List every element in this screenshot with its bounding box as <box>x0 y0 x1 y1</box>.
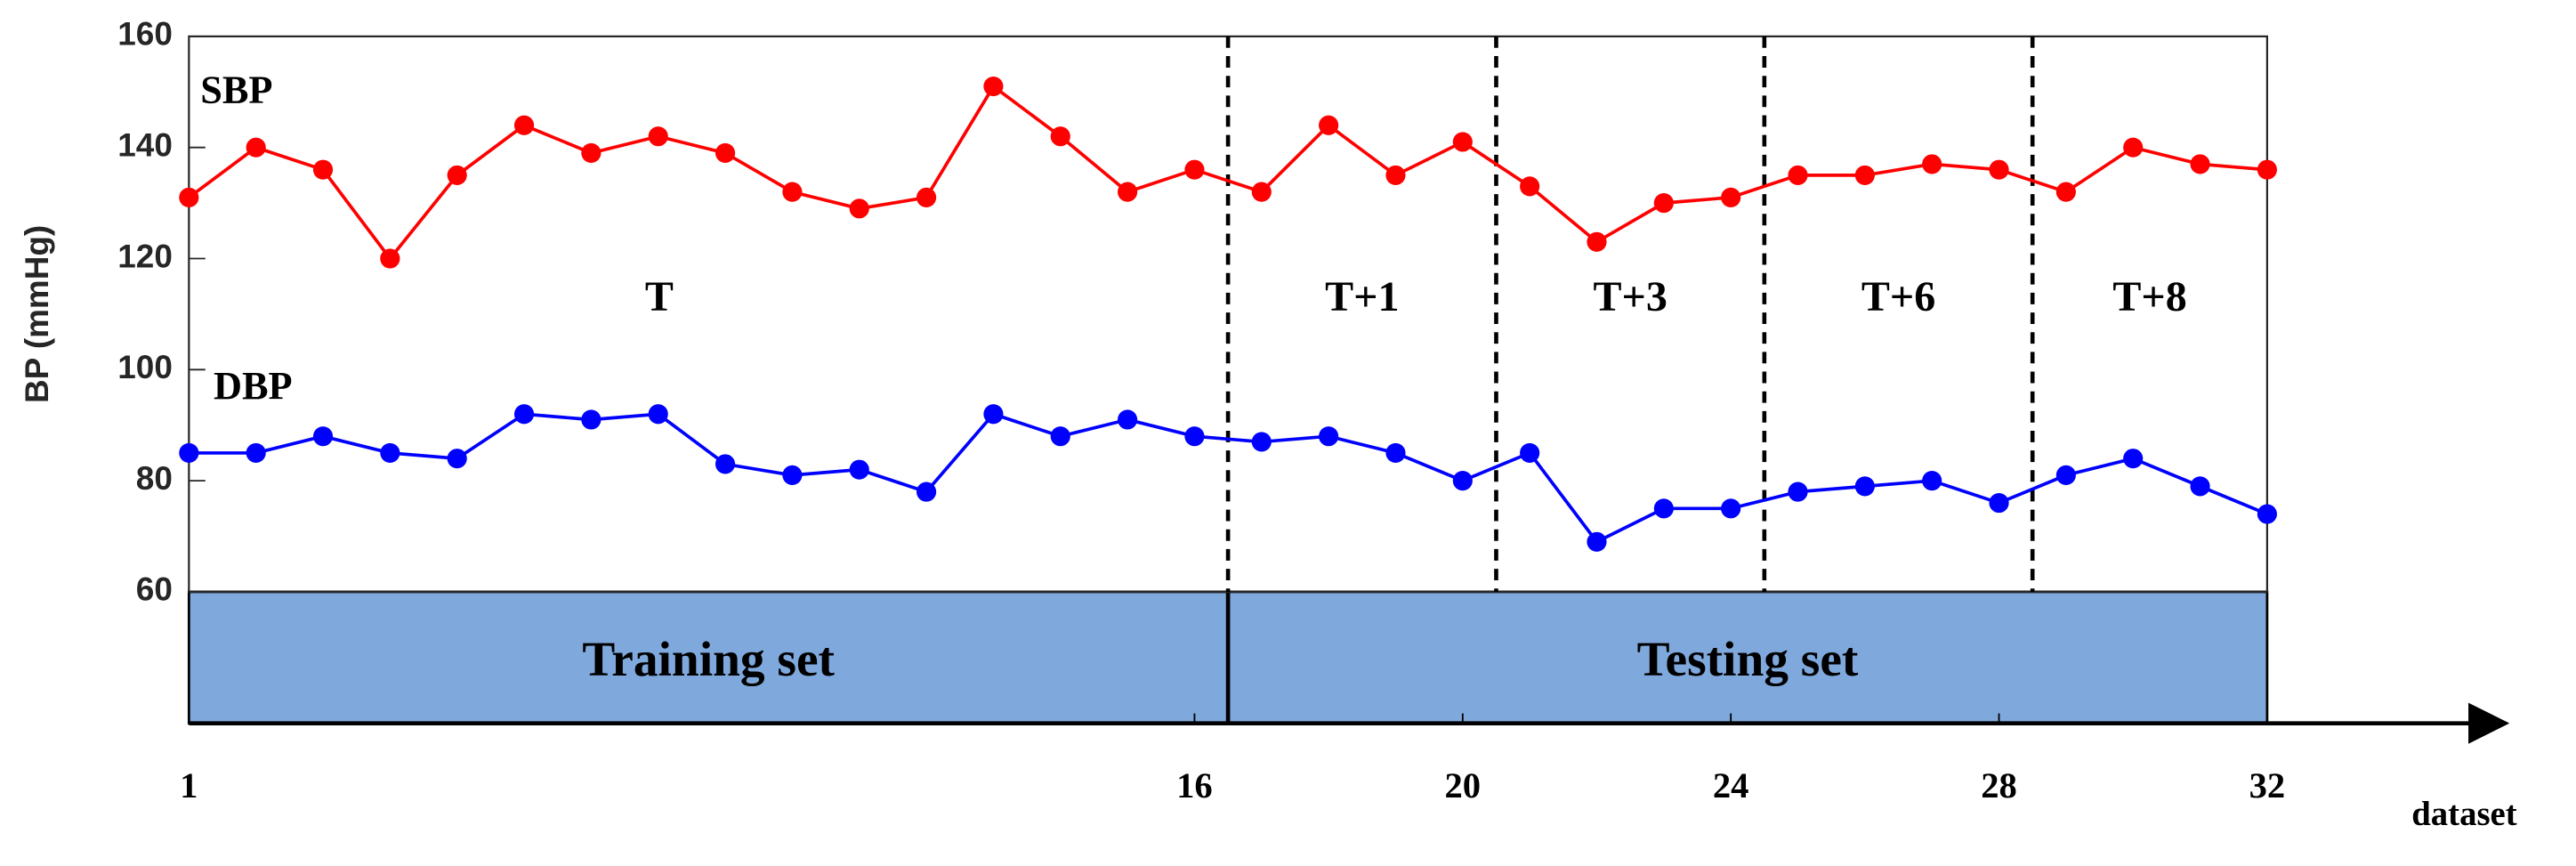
point <box>1922 154 1942 174</box>
point <box>1118 409 1138 430</box>
point <box>715 142 736 164</box>
point <box>380 248 400 269</box>
point <box>916 187 937 207</box>
point <box>1184 426 1205 447</box>
point <box>1653 498 1674 519</box>
point <box>1385 442 1406 464</box>
x-tick-label: 32 <box>2249 765 2286 805</box>
group-label: T+1 <box>1325 273 1399 320</box>
group-label: T+6 <box>1861 273 1935 320</box>
group-label: T+8 <box>2112 273 2186 320</box>
point <box>1721 498 1741 519</box>
point <box>983 404 1004 425</box>
point <box>2190 154 2210 174</box>
point <box>648 404 668 425</box>
set-label: Training set <box>582 632 835 686</box>
point <box>1854 476 1875 497</box>
y-tick-label: 120 <box>117 238 173 274</box>
point <box>581 409 602 430</box>
point <box>2123 449 2144 469</box>
x-tick-label: 24 <box>1713 765 1749 805</box>
point <box>447 449 467 469</box>
point <box>1118 182 1138 202</box>
group-label: T <box>645 273 674 320</box>
point <box>1653 193 1674 214</box>
point <box>1452 132 1473 152</box>
point <box>246 442 266 464</box>
point <box>2257 504 2277 524</box>
point <box>581 142 602 164</box>
point <box>1854 165 1875 185</box>
point <box>2055 465 2076 485</box>
point <box>983 76 1004 97</box>
series-line <box>189 412 2268 545</box>
y-axis-label: BP (mmHg) <box>19 225 55 403</box>
point <box>246 137 266 158</box>
point <box>1319 115 1339 135</box>
point <box>849 198 869 219</box>
point <box>312 159 334 180</box>
point <box>1520 176 1540 197</box>
point <box>2257 159 2277 180</box>
y-tick-label: 100 <box>117 349 173 385</box>
y-tick-label: 140 <box>117 126 173 163</box>
x-tick-label: 20 <box>1444 765 1481 805</box>
point <box>1922 471 1942 491</box>
point <box>179 442 199 464</box>
point <box>1788 482 1808 502</box>
point <box>2055 182 2076 202</box>
point <box>447 165 467 185</box>
point <box>1587 231 1607 252</box>
point <box>782 182 803 202</box>
point <box>2123 137 2144 158</box>
point <box>1050 426 1070 447</box>
series-label: SBP <box>200 69 272 112</box>
point <box>513 404 535 425</box>
point <box>1788 165 1808 185</box>
point <box>1251 182 1272 202</box>
point <box>179 187 199 207</box>
point <box>1385 165 1406 185</box>
point <box>1989 493 2009 514</box>
set-bar <box>1226 590 2269 725</box>
point <box>1184 159 1205 180</box>
series-label: DBP <box>214 364 293 408</box>
y-tick-label: 60 <box>136 571 173 608</box>
point <box>513 115 535 135</box>
point <box>1251 432 1272 452</box>
x-tick-label: 1 <box>180 765 198 805</box>
point <box>2190 476 2210 497</box>
x-tick-label: 28 <box>1981 765 2017 805</box>
point <box>1587 531 1607 552</box>
y-tick-label: 80 <box>136 460 173 497</box>
point <box>715 454 736 474</box>
x-axis-label: dataset <box>2411 795 2517 833</box>
y-tick-label: 160 <box>117 16 173 53</box>
point <box>916 482 937 502</box>
point <box>1520 442 1540 464</box>
set-bar <box>187 590 1230 725</box>
point <box>849 459 869 480</box>
set-label: Testing set <box>1637 632 1859 686</box>
point <box>1721 187 1741 207</box>
point <box>648 126 668 147</box>
point <box>1989 159 2009 180</box>
point <box>380 442 400 464</box>
group-label: T+3 <box>1593 273 1667 320</box>
point <box>1050 126 1070 147</box>
x-tick-label: 16 <box>1176 765 1213 805</box>
point <box>1319 426 1339 447</box>
point <box>1452 471 1473 491</box>
point <box>782 465 803 485</box>
point <box>312 426 334 447</box>
series-line <box>188 84 2268 262</box>
